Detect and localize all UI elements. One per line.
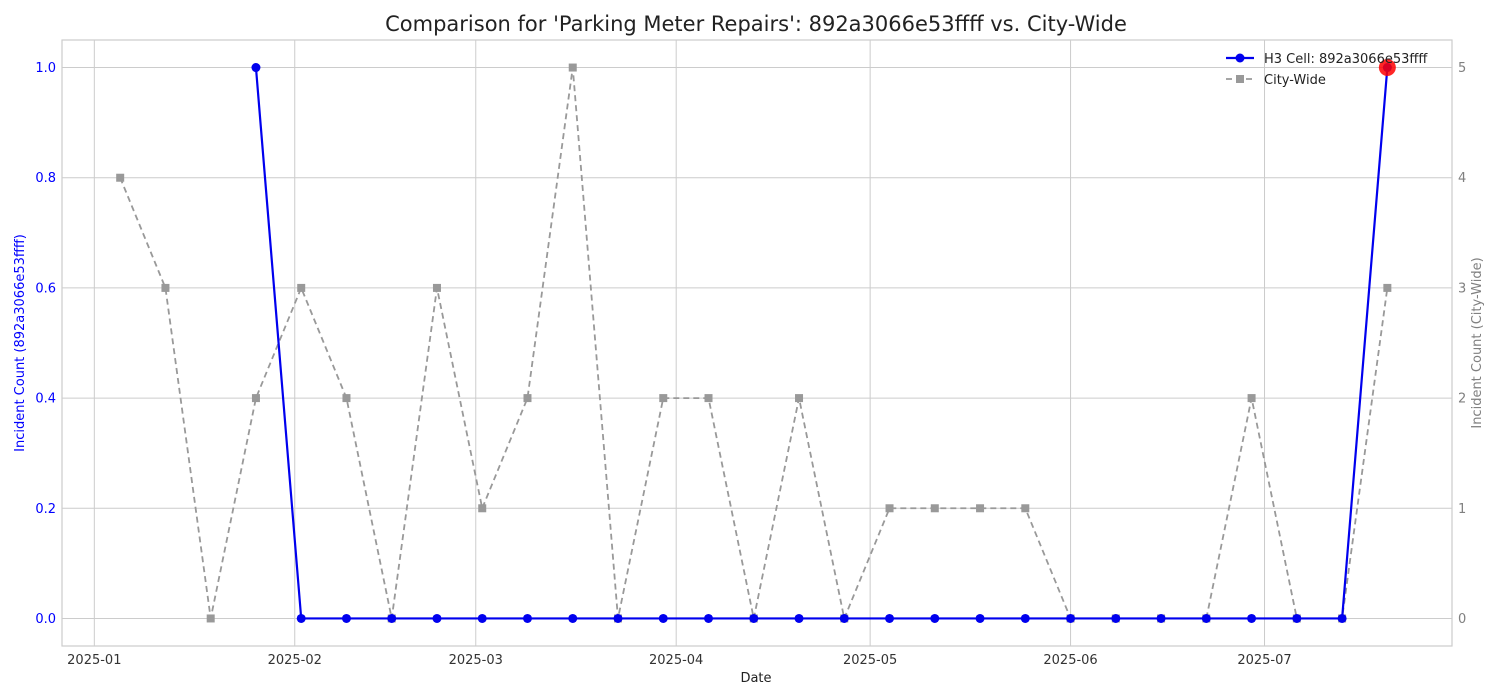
city-wide-point — [1247, 394, 1256, 403]
city-wide-point — [885, 504, 894, 513]
h3-cell-point — [1292, 613, 1302, 623]
city-wide-point — [161, 283, 170, 292]
y-left-tick-label: 1.0 — [35, 61, 56, 76]
city-wide-point — [251, 394, 260, 403]
legend-city-label: City-Wide — [1264, 73, 1326, 88]
legend: H3 Cell: 892a3066e53ffff City-Wide — [1226, 52, 1428, 88]
x-axis-label: Date — [740, 671, 771, 686]
h3-cell-point — [1201, 613, 1211, 623]
h3-cell-point — [568, 613, 578, 623]
h3-cell-point — [432, 613, 442, 623]
y-axis-left-label: Incident Count (892a3066e53ffff) — [13, 234, 28, 452]
h3-cell-point — [749, 613, 759, 623]
h3-cell-point — [1337, 613, 1347, 623]
chart-title: Comparison for 'Parking Meter Repairs': … — [385, 12, 1127, 36]
highlight-point — [1378, 59, 1396, 77]
y-left-tick-label: 0.6 — [35, 281, 56, 296]
grid — [62, 40, 1452, 646]
y-right-tick-label: 4 — [1458, 171, 1466, 186]
city-wide-point — [206, 614, 215, 623]
x-tick-label: 2025-03 — [449, 653, 503, 668]
y-left-tick-label: 0.4 — [35, 392, 56, 407]
city-wide-point — [523, 394, 532, 403]
y-right-tick-label: 3 — [1458, 281, 1466, 296]
city-wide-point — [478, 504, 487, 513]
h3-cell-point — [839, 613, 849, 623]
y-axis-right-label: Incident Count (City-Wide) — [1470, 257, 1485, 428]
city-wide-point — [116, 173, 125, 182]
h3-cell-point — [704, 613, 714, 623]
city-wide-point — [297, 283, 306, 292]
city-wide-point — [1021, 504, 1030, 513]
city-wide-point — [704, 394, 713, 403]
h3-cell-point — [1020, 613, 1030, 623]
x-tick-label: 2025-02 — [268, 653, 322, 668]
h3-cell-point — [341, 613, 351, 623]
h3-cell-point — [1247, 613, 1257, 623]
x-tick-label: 2025-01 — [67, 653, 121, 668]
city-wide-point — [659, 394, 668, 403]
h3-cell-point — [296, 613, 306, 623]
city-wide-point — [795, 394, 804, 403]
y-right-tick-label: 5 — [1458, 61, 1466, 76]
h3-cell-point — [975, 613, 985, 623]
legend-h3-marker — [1235, 53, 1245, 63]
y-right-tick-label: 1 — [1458, 502, 1466, 517]
h3-cell-point — [1066, 613, 1076, 623]
city-wide-point — [930, 504, 939, 513]
x-axis-ticks: 2025-01 2025-02 2025-03 2025-04 2025-05 2025-… — [67, 653, 1292, 668]
y-left-tick-label: 0.8 — [35, 171, 56, 186]
city-wide-point — [1383, 283, 1392, 292]
h3-cell-point — [1156, 613, 1166, 623]
h3-cell-point — [387, 613, 397, 623]
h3-cell-point — [885, 613, 895, 623]
h3-cell-point — [251, 63, 261, 73]
city-wide-point — [342, 394, 351, 403]
city-wide-line — [119, 67, 1389, 622]
x-tick-label: 2025-07 — [1237, 653, 1291, 668]
y-axis-right-ticks: 0 1 2 3 4 5 — [1458, 61, 1466, 627]
h3-cell-point — [522, 613, 532, 623]
h3-cell-point — [658, 613, 668, 623]
h3-cell-line — [254, 67, 1389, 620]
city-wide-point — [976, 504, 985, 513]
h3-cell-point — [930, 613, 940, 623]
y-left-tick-label: 0.2 — [35, 502, 56, 517]
city-wide-point — [432, 283, 441, 292]
y-right-tick-label: 2 — [1458, 392, 1466, 407]
legend-h3-label: H3 Cell: 892a3066e53ffff — [1264, 52, 1428, 67]
h3-cell-point — [1111, 613, 1121, 623]
y-right-tick-label: 0 — [1458, 612, 1466, 627]
plot-frame — [61, 39, 1453, 647]
city-wide-point — [568, 63, 577, 72]
series — [116, 59, 1396, 623]
h3-cell-point — [477, 613, 487, 623]
h3-cell-point — [794, 613, 804, 623]
x-tick-label: 2025-04 — [649, 653, 703, 668]
x-tick-label: 2025-06 — [1043, 653, 1097, 668]
legend-city-marker — [1236, 75, 1244, 83]
h3-cell-point — [613, 613, 623, 623]
x-tick-label: 2025-05 — [843, 653, 897, 668]
y-axis-left-ticks: 0.0 0.2 0.4 0.6 0.8 1.0 — [35, 61, 56, 627]
y-left-tick-label: 0.0 — [35, 612, 56, 627]
